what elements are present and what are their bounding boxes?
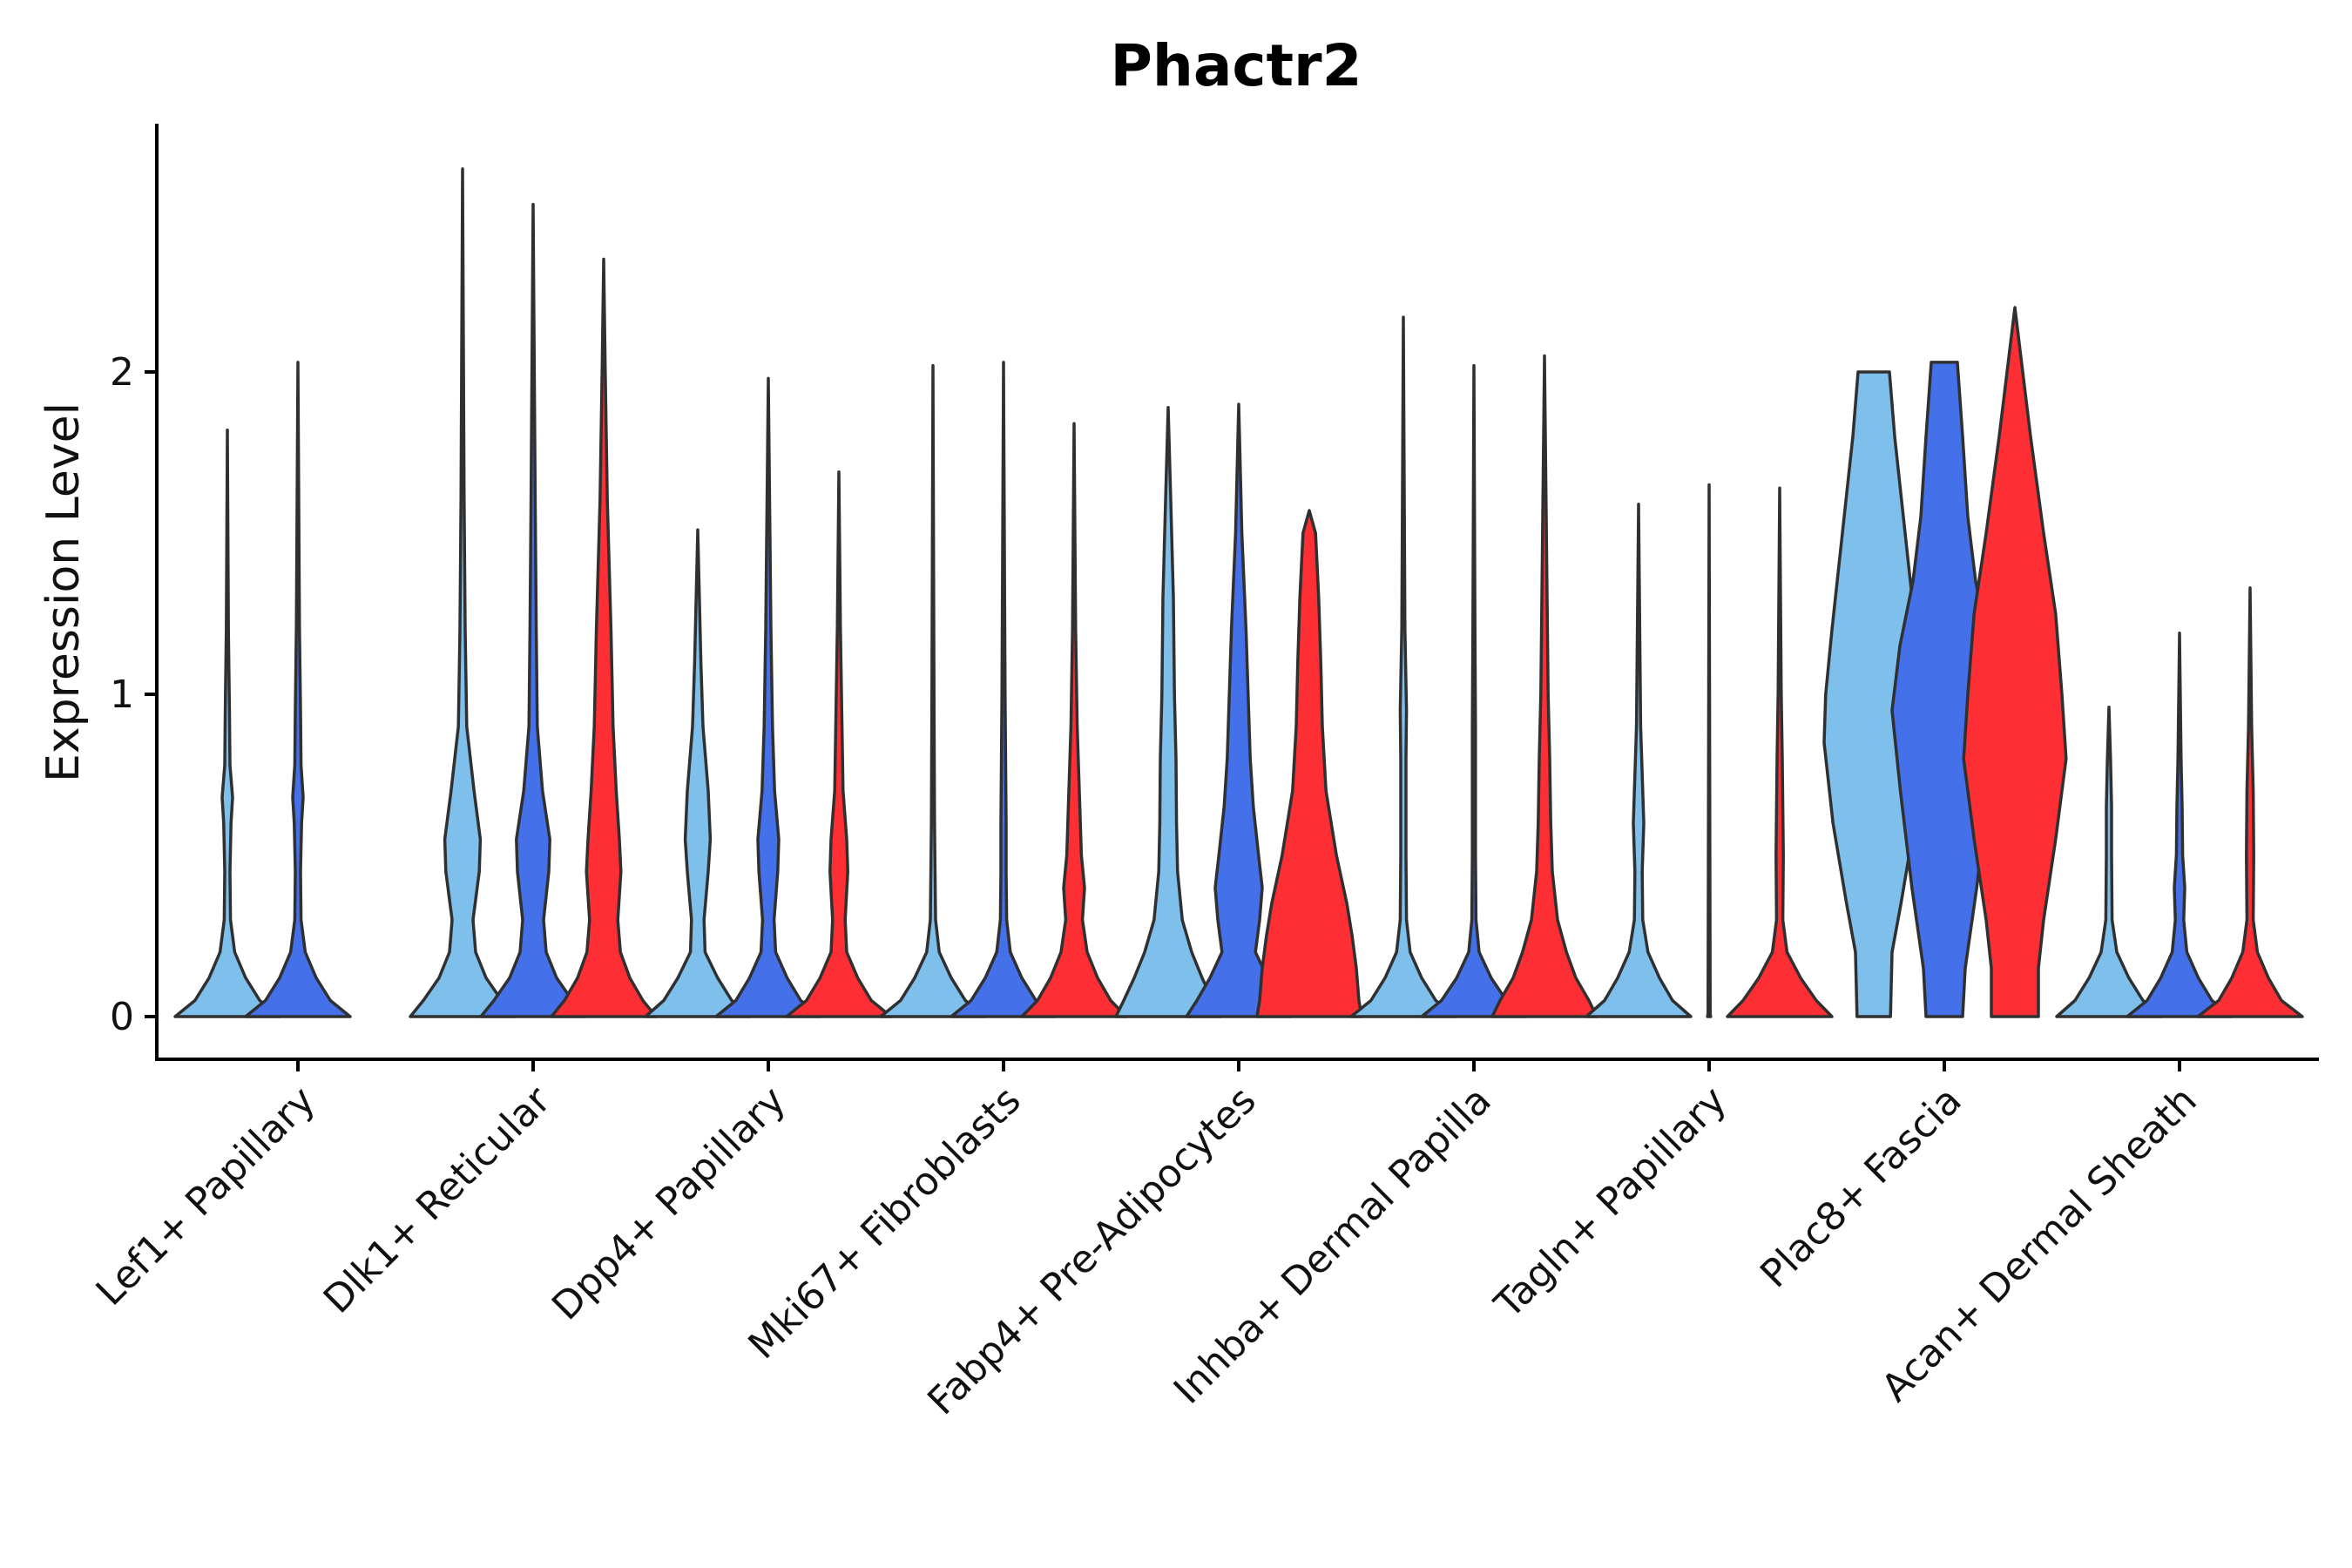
y-ticks: 0 1 2 (110, 350, 157, 1039)
violin-2-group-2 (479, 202, 587, 1018)
violin-7-group-2 (1706, 483, 1713, 1018)
violin-2-group-1 (409, 167, 517, 1018)
x-tick-label: Plac8+ Fascia (1752, 1078, 1970, 1297)
violin-1-group-1 (173, 428, 281, 1018)
violin-4-group-2 (950, 361, 1058, 1018)
violin-4-group-1 (879, 363, 987, 1018)
violin-7-group-3 (1726, 486, 1834, 1018)
x-tick-label: Dpp4+ Papillary (544, 1078, 794, 1329)
violin-3-group-3 (785, 470, 893, 1018)
violin-1-group-2 (244, 361, 352, 1018)
y-tick-label: 1 (110, 672, 134, 717)
violin-9-group-1 (2055, 706, 2163, 1018)
violin-9-group-2 (2126, 631, 2234, 1018)
y-tick-label: 0 (110, 995, 134, 1039)
violin-5-group-1 (1114, 405, 1222, 1018)
violin-2-group-3 (550, 257, 658, 1018)
violin-7-group-1 (1585, 502, 1693, 1018)
x-tick-label: Lef1+ Papillary (88, 1078, 324, 1315)
violin-5-group-2 (1185, 402, 1293, 1018)
violin-5-group-3 (1255, 509, 1363, 1018)
violin-8-group-3 (1962, 306, 2068, 1018)
violin-3-group-2 (714, 376, 822, 1018)
violin-6-group-1 (1349, 315, 1457, 1018)
chart-title: Phactr2 (1110, 32, 1362, 99)
violin-9-group-3 (2196, 586, 2304, 1018)
violin-4-group-3 (1020, 422, 1128, 1018)
violin-6-group-3 (1490, 354, 1598, 1018)
y-tick-label: 2 (110, 350, 134, 395)
violin-3-group-1 (644, 528, 752, 1018)
x-tick-label: Tagln+ Papillary (1486, 1078, 1735, 1328)
violins-layer (173, 167, 2304, 1018)
violin-6-group-2 (1420, 363, 1528, 1018)
y-axis-label: Expression Level (37, 402, 90, 782)
x-tick-label: Dlk1+ Reticular (315, 1078, 560, 1322)
